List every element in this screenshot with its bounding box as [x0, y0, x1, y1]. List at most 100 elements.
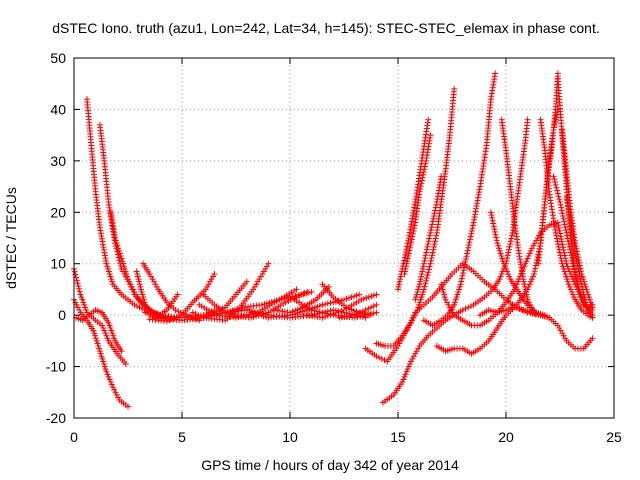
data-point	[330, 310, 337, 317]
data-point	[117, 253, 124, 259]
data-point	[311, 307, 318, 314]
data-point	[354, 310, 361, 317]
data-point	[139, 305, 146, 312]
data-point	[100, 361, 107, 367]
data-point	[365, 294, 372, 301]
data-point	[104, 263, 111, 270]
data-point	[80, 299, 87, 306]
data-point	[118, 255, 125, 262]
data-point	[351, 312, 358, 319]
data-point	[125, 276, 131, 283]
data-point	[76, 307, 83, 313]
data-point	[95, 343, 102, 349]
data-point	[243, 278, 250, 285]
data-point	[376, 354, 383, 361]
data-point	[96, 348, 103, 355]
data-point	[368, 293, 375, 300]
data-point	[82, 304, 89, 311]
data-point	[209, 273, 216, 280]
data-point	[140, 294, 147, 301]
data-point	[427, 260, 434, 267]
data-point	[429, 252, 436, 259]
data-point	[73, 301, 80, 308]
x-tick-label: 0	[70, 429, 78, 445]
data-point	[430, 243, 437, 250]
data-point	[296, 292, 303, 299]
data-point	[139, 291, 146, 298]
data-point	[197, 313, 204, 320]
data-point	[78, 294, 85, 301]
data-point	[105, 373, 112, 380]
data-point	[148, 273, 155, 280]
data-point	[103, 332, 110, 339]
data-point	[146, 271, 153, 277]
data-point	[351, 293, 358, 300]
data-point	[134, 271, 141, 277]
data-point	[99, 322, 106, 329]
data-point	[75, 283, 82, 289]
data-point	[373, 309, 380, 316]
data-point	[370, 303, 377, 310]
data-point	[276, 296, 283, 303]
data-point	[136, 278, 143, 285]
data-point	[362, 307, 369, 313]
data-point	[409, 317, 416, 324]
data-point	[429, 249, 436, 256]
data-point	[189, 309, 196, 316]
data-point	[102, 366, 109, 373]
data-point	[285, 298, 292, 304]
data-point	[298, 291, 305, 298]
data-point	[284, 294, 291, 301]
data-point	[129, 286, 136, 293]
data-point	[368, 310, 374, 317]
data-point	[144, 310, 151, 317]
data-point	[123, 271, 130, 277]
data-point	[115, 394, 122, 401]
grid	[74, 58, 614, 418]
data-point	[111, 386, 118, 393]
data-point	[120, 260, 127, 267]
data-point	[420, 286, 427, 293]
data-point	[304, 289, 311, 295]
data-point	[128, 283, 135, 290]
x-tick-label: 20	[498, 429, 514, 445]
data-point	[103, 368, 110, 375]
data-point	[278, 296, 285, 303]
data-point	[136, 281, 143, 288]
data-point	[265, 260, 272, 267]
data-point	[432, 238, 439, 245]
data-point	[204, 283, 211, 290]
data-point	[360, 295, 367, 302]
data-point	[356, 291, 363, 298]
data-point	[124, 273, 131, 280]
y-tick-label: 40	[50, 101, 66, 117]
data-point	[122, 361, 129, 367]
data-point	[107, 379, 114, 385]
data-point	[417, 296, 424, 303]
data-point	[414, 307, 421, 313]
data-point	[109, 384, 116, 391]
data-point	[413, 309, 420, 316]
data-point	[319, 309, 326, 316]
data-point	[136, 304, 143, 311]
data-point	[131, 301, 138, 308]
data-point	[425, 269, 432, 276]
data-point	[104, 335, 111, 342]
data-point	[81, 301, 88, 308]
data-point	[105, 319, 112, 326]
data-point	[92, 335, 99, 342]
data-point	[343, 295, 350, 302]
data-point	[427, 257, 434, 264]
data-point	[292, 307, 299, 314]
data-point	[428, 255, 435, 262]
data-point	[77, 291, 84, 298]
data-point	[103, 260, 110, 267]
data-point	[92, 332, 99, 339]
data-point	[330, 299, 337, 306]
data-point	[357, 309, 364, 316]
data-point	[311, 304, 318, 311]
data-point	[289, 308, 296, 315]
y-axis-title: dSTEC / TECUs	[3, 187, 19, 289]
data-point	[119, 258, 126, 265]
